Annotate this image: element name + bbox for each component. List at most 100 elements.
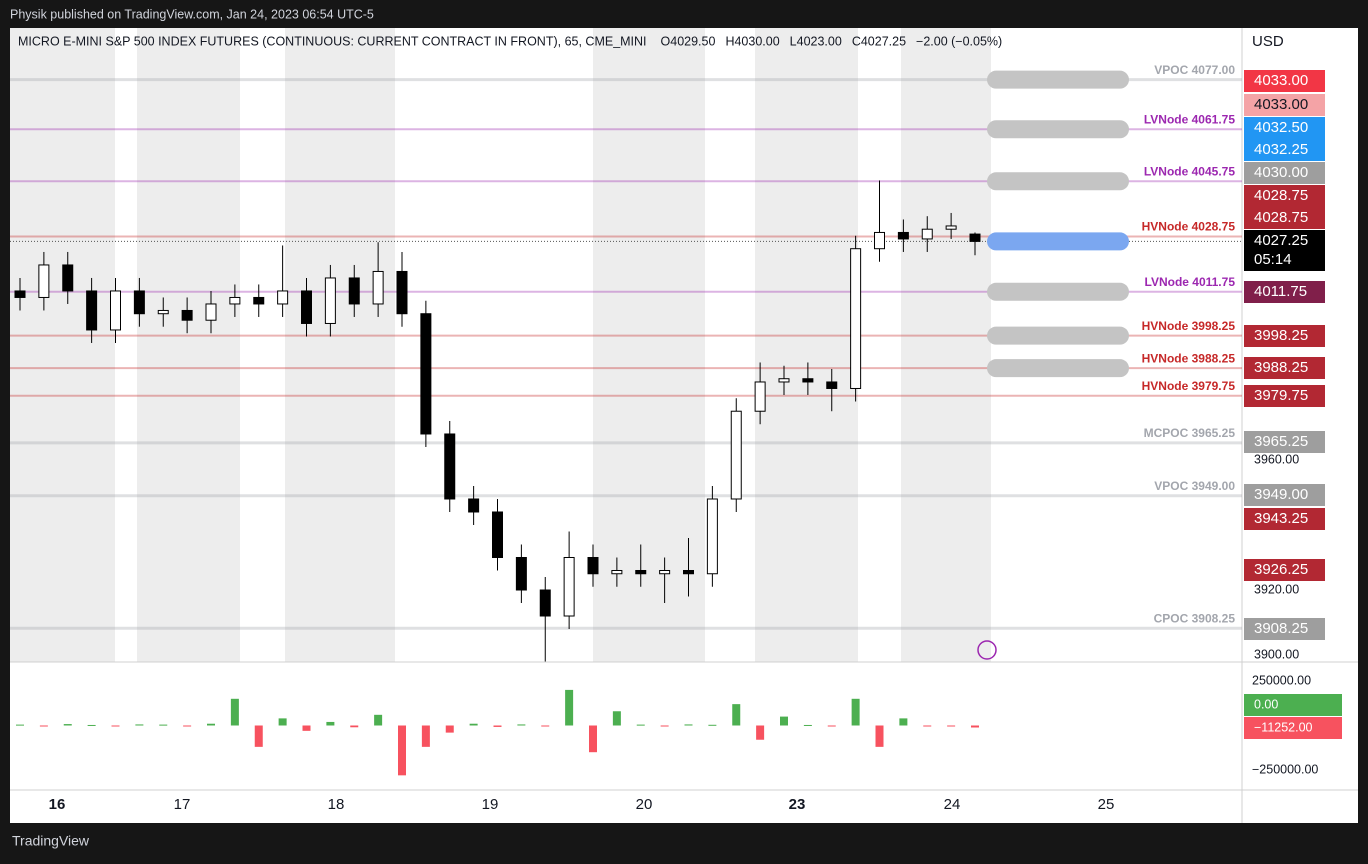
session-band: [137, 28, 240, 662]
candle-body: [659, 569, 671, 575]
candle-body: [205, 303, 217, 321]
event-icon[interactable]: [977, 640, 997, 660]
volume-bar: [636, 724, 645, 726]
level-label: MCPOC 3965.25: [1144, 426, 1236, 440]
candle-body: [253, 296, 265, 305]
volume-bar: [589, 725, 597, 753]
volume-value-box: [1244, 694, 1342, 716]
candle-body: [754, 381, 766, 412]
candle-body: [133, 290, 145, 315]
price-label-box: [1244, 94, 1325, 116]
volume-bar: [183, 725, 192, 727]
volume-bar: [326, 721, 335, 726]
candle-body: [492, 511, 503, 558]
candle-body: [110, 290, 121, 331]
price-label-box: [1244, 431, 1325, 453]
volume-bar: [517, 724, 526, 726]
symbol-title: MICRO E-MINI S&P 500 INDEX FUTURES (CONT…: [18, 34, 647, 48]
volume-bar: [756, 725, 765, 740]
level-label: CPOC 3908.25: [1154, 611, 1236, 625]
level-label: HVNode 3979.75: [1142, 379, 1236, 393]
price-label-box: [1244, 508, 1325, 530]
level-label: LVNode 4061.75: [1144, 112, 1235, 126]
x-tick-label: 16: [49, 796, 66, 813]
candle-body: [277, 290, 289, 305]
volume-bar: [374, 714, 383, 726]
session-band: [10, 28, 115, 662]
volume-bar: [827, 725, 836, 727]
volume-bar: [565, 689, 574, 726]
level-pill: [987, 326, 1129, 345]
publisher: Physik published on TradingView.com, Jan…: [10, 7, 374, 21]
candle-body: [874, 231, 885, 250]
candle-body: [778, 378, 790, 383]
x-tick-label: 23: [789, 796, 806, 813]
price-label: 4027.25: [1254, 232, 1308, 249]
candle-body: [14, 290, 26, 298]
volume-bar: [230, 698, 239, 726]
volume-tick-label: −250000.00: [1252, 762, 1318, 776]
volume-bar: [350, 725, 359, 728]
ohlc-value: H4030.00: [725, 34, 779, 48]
price-label-box: [1244, 117, 1325, 139]
level-label: HVNode 3998.25: [1142, 319, 1236, 333]
volume-value-box: [1244, 717, 1342, 739]
price-label: 4033.00: [1254, 72, 1308, 89]
candle-body: [635, 569, 647, 575]
candle-body: [86, 290, 98, 331]
price-label: 4032.25: [1254, 141, 1308, 158]
price-label-box: [1244, 70, 1325, 92]
volume-bar: [278, 718, 287, 726]
currency: USD: [1252, 33, 1284, 50]
candle-body: [420, 313, 432, 435]
candle-body: [897, 231, 909, 240]
volume-bar: [947, 725, 956, 727]
candle-body: [157, 309, 169, 315]
x-tick-label: 17: [174, 796, 191, 813]
level-label: LVNode 4011.75: [1145, 275, 1236, 289]
price-label-box: [1244, 559, 1325, 581]
session-band: [755, 28, 858, 662]
volume-bar: [780, 716, 788, 726]
price-label: 3949.00: [1254, 486, 1308, 503]
ohlc-value: L4023.00: [790, 34, 842, 48]
volume-bar: [63, 724, 72, 726]
volume-bar: [302, 725, 311, 731]
price-label: 3979.75: [1254, 387, 1308, 404]
candle-body: [969, 233, 981, 242]
candle-body: [706, 498, 718, 575]
price-label: 3943.25: [1254, 510, 1308, 527]
volume-bar: [469, 723, 478, 726]
candle-body: [611, 569, 623, 575]
price-label: 4032.50: [1254, 119, 1308, 136]
y-tick-label: 3960.00: [1254, 452, 1299, 466]
volume-bar: [612, 711, 621, 726]
level-label: HVNode 3988.25: [1142, 351, 1236, 365]
volume-bar: [803, 724, 812, 726]
candle-body: [444, 433, 456, 500]
volume-bar: [708, 724, 717, 726]
price-label: 4028.75: [1254, 187, 1308, 204]
candle-body: [945, 225, 957, 230]
candle-body: [921, 228, 933, 240]
candle-body: [396, 270, 408, 315]
price-label-box: [1244, 185, 1325, 207]
session-bands: [10, 28, 991, 662]
volume-bar: [421, 725, 430, 747]
volume-bar: [899, 718, 908, 726]
price-label-box: [1244, 139, 1325, 161]
level-pill: [987, 359, 1129, 378]
ohlc-value: O4029.50: [661, 34, 716, 48]
volume-bar: [159, 724, 168, 726]
price-label: 3988.25: [1254, 359, 1308, 376]
volume-bar: [541, 725, 550, 727]
candle-body: [515, 556, 527, 591]
level-label: HVNode 4028.75: [1142, 220, 1236, 234]
level-label: LVNode 4045.75: [1144, 164, 1235, 178]
price-label: 05:14: [1254, 251, 1292, 268]
volume-tick-label: 250000.00: [1252, 673, 1311, 687]
candle-body: [587, 556, 599, 575]
candle-body: [181, 309, 193, 321]
volume-bar: [398, 725, 406, 776]
